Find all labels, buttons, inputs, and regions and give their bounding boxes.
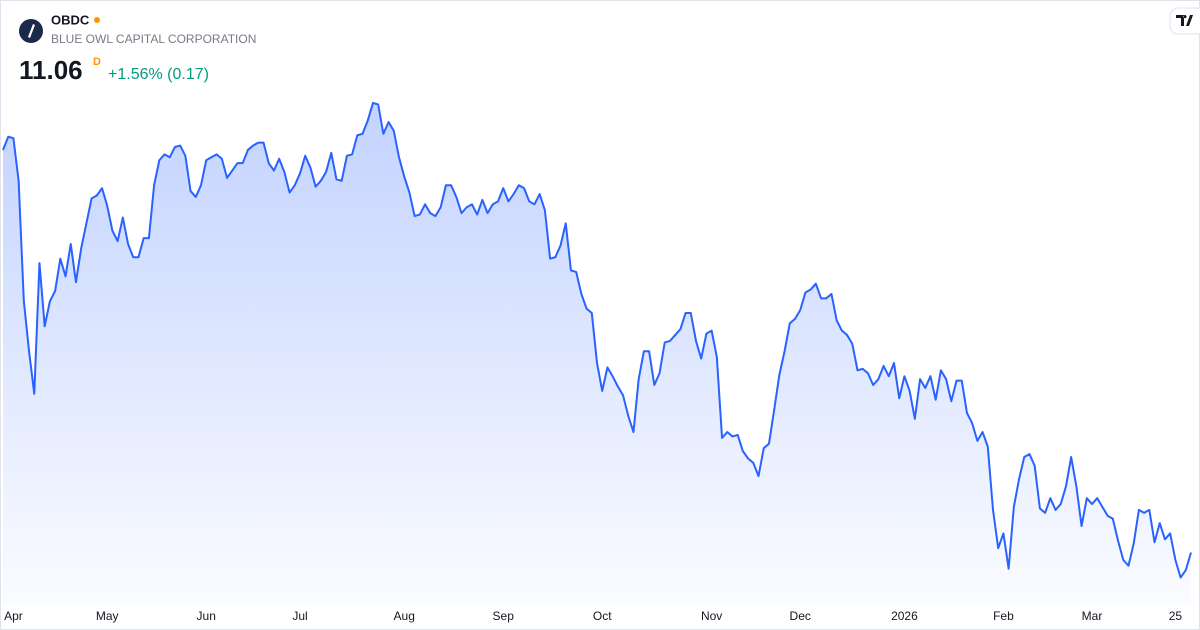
brand-logo (1176, 15, 1193, 26)
x-tick-label: Nov (701, 609, 722, 623)
x-tick-label: May (96, 609, 119, 623)
price-line (2, 101, 1192, 579)
logo-glyph (28, 24, 35, 38)
x-tick-label: 25 (1169, 609, 1183, 623)
last-price: 11.06 (19, 55, 83, 85)
x-tick-label: Aug (394, 609, 415, 623)
x-tick-label: Oct (593, 609, 612, 623)
price-change: +1.56% (0.17) (108, 66, 209, 83)
x-tick-label: Dec (790, 609, 811, 623)
plot-area (2, 101, 1192, 606)
symbol: OBDC (51, 12, 90, 27)
x-tick-label: Feb (993, 609, 1014, 623)
x-tick-label: 2026 (891, 609, 918, 623)
interval: D (93, 56, 101, 68)
x-tick-label: Apr (4, 609, 23, 623)
company-name: BLUE OWL CAPITAL CORPORATION (51, 32, 256, 46)
x-tick-label: Jul (292, 609, 307, 623)
x-tick-label: Jun (197, 609, 216, 623)
area-fill (3, 102, 1191, 606)
x-tick-label: Mar (1082, 609, 1103, 623)
x-tick-label: Sep (493, 609, 515, 623)
brand-badge[interactable] (1169, 7, 1200, 35)
status-dot (94, 17, 100, 23)
